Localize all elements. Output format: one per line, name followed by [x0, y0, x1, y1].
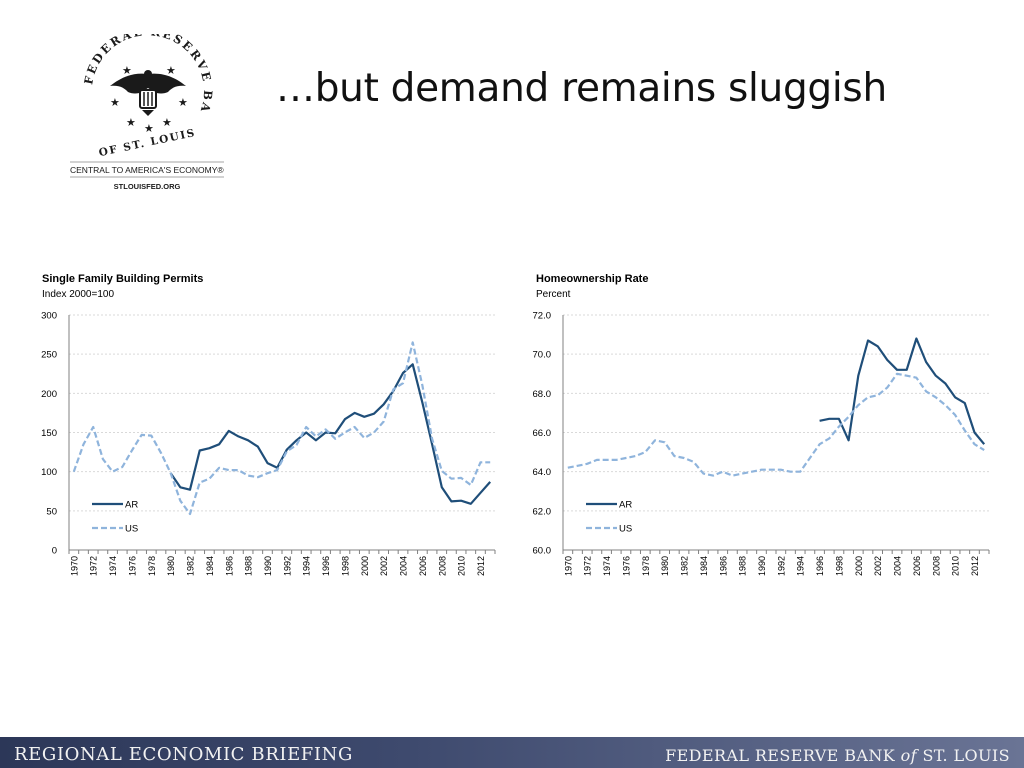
eagle-seal-icon: ★ ★ ★ ★ ★ ★ ★ — [110, 64, 188, 135]
series-line-ar — [819, 337, 986, 445]
chart-subtitle: Index 2000=100 — [42, 289, 114, 300]
y-tick-label: 250 — [41, 350, 57, 361]
x-tick-label: 1994 — [796, 556, 806, 576]
legend-label-ar: AR — [125, 500, 138, 511]
homeownership-chart: Homeownership Rate Percent 60.0 62.0 64.0 66.… — [533, 273, 990, 576]
logo-url: STLOUISFED.ORG — [114, 182, 181, 191]
footer-right-part3: ST. LOUIS — [916, 746, 1010, 765]
svg-text:★: ★ — [144, 122, 154, 135]
chart-title: Homeownership Rate — [536, 273, 648, 285]
x-tick-label: 2010 — [457, 556, 467, 576]
svg-text:★: ★ — [178, 96, 188, 109]
y-tick-label: 0 — [52, 546, 57, 557]
x-tick-label: 1970 — [563, 556, 573, 576]
y-tick-label: 68.0 — [533, 389, 552, 400]
y-tick-label: 300 — [41, 311, 57, 322]
x-tick-label: 1984 — [699, 556, 709, 576]
legend-label-us: US — [619, 524, 632, 535]
x-tick-label: 1982 — [680, 556, 690, 576]
x-tick-label: 2000 — [854, 556, 864, 576]
svg-text:★: ★ — [122, 64, 132, 77]
svg-text:★: ★ — [126, 116, 136, 129]
y-tick-label: 60.0 — [533, 546, 552, 557]
x-tick-label: 1988 — [738, 556, 748, 576]
footer-right-text: FEDERAL RESERVE BANK of ST. LOUIS — [665, 746, 1010, 765]
y-tick-label: 64.0 — [533, 467, 552, 478]
y-tick-label: 70.0 — [533, 350, 552, 361]
footer-bar: REGIONAL ECONOMIC BRIEFING FEDERAL RESER… — [0, 737, 1024, 768]
series-line-us — [567, 372, 985, 477]
footer-left-text: REGIONAL ECONOMIC BRIEFING — [14, 744, 353, 765]
x-tick-label: 2004 — [893, 556, 903, 576]
x-tick-label: 2012 — [970, 556, 980, 576]
y-tick-label: 200 — [41, 389, 57, 400]
x-tick-label: 2002 — [379, 556, 389, 576]
footer-right-of: of — [900, 746, 917, 765]
x-tick-label: 1974 — [108, 556, 118, 576]
x-tick-label: 2006 — [912, 556, 922, 576]
x-tick-label: 2004 — [399, 556, 409, 576]
x-tick-label: 1978 — [147, 556, 157, 576]
x-tick-label: 1990 — [263, 556, 273, 576]
x-tick-label: 1980 — [660, 556, 670, 576]
x-tick-label: 1972 — [89, 556, 99, 576]
x-tick-label: 1992 — [282, 556, 292, 576]
x-tick-label: 1988 — [244, 556, 254, 576]
slide-title: …but demand remains sluggish — [276, 66, 887, 111]
x-tick-label: 1976 — [621, 556, 631, 576]
x-tick-label: 1992 — [776, 556, 786, 576]
y-tick-label: 72.0 — [533, 311, 552, 322]
legend-label-ar: AR — [619, 500, 632, 511]
x-tick-label: 1986 — [224, 556, 234, 576]
y-tick-label: 66.0 — [533, 428, 552, 439]
series-line-us — [72, 341, 491, 516]
x-tick-label: 1986 — [718, 556, 728, 576]
x-tick-label: 2006 — [418, 556, 428, 576]
x-tick-label: 2008 — [437, 556, 447, 576]
x-tick-label: 1996 — [321, 556, 331, 576]
x-tick-label: 1980 — [166, 556, 176, 576]
x-tick-label: 1972 — [583, 556, 593, 576]
x-tick-label: 1994 — [302, 556, 312, 576]
x-tick-label: 1998 — [834, 556, 844, 576]
x-tick-label: 2002 — [873, 556, 883, 576]
x-tick-label: 2012 — [476, 556, 486, 576]
permits-chart: Single Family Building Permits Index 2000… — [41, 273, 496, 576]
series-line-ar — [169, 363, 492, 505]
y-tick-label: 50 — [46, 506, 57, 517]
x-tick-label: 1996 — [815, 556, 825, 576]
chart-subtitle: Percent — [536, 289, 571, 300]
federal-reserve-logo: FEDERAL RESERVE BANK OF ST. LOUIS ★ ★ ★ … — [62, 34, 224, 191]
x-tick-label: 2010 — [951, 556, 961, 576]
x-tick-label: 2000 — [360, 556, 370, 576]
x-tick-label: 1974 — [602, 556, 612, 576]
legend-label-us: US — [125, 524, 138, 535]
x-tick-label: 1978 — [641, 556, 651, 576]
chart-title: Single Family Building Permits — [42, 273, 203, 285]
logo-tagline: CENTRAL TO AMERICA'S ECONOMY® — [70, 165, 224, 175]
x-tick-label: 1982 — [186, 556, 196, 576]
x-tick-label: 1984 — [205, 556, 215, 576]
footer-right-part1: FEDERAL RESERVE BANK — [665, 746, 901, 765]
x-tick-label: 1976 — [127, 556, 137, 576]
y-tick-label: 62.0 — [533, 506, 552, 517]
y-tick-label: 150 — [41, 428, 57, 439]
x-tick-label: 2008 — [931, 556, 941, 576]
svg-text:★: ★ — [166, 64, 176, 77]
x-tick-label: 1990 — [757, 556, 767, 576]
svg-text:★: ★ — [162, 116, 172, 129]
x-tick-label: 1970 — [69, 556, 79, 576]
y-tick-label: 100 — [41, 467, 57, 478]
svg-text:★: ★ — [110, 96, 120, 109]
x-tick-label: 1998 — [340, 556, 350, 576]
